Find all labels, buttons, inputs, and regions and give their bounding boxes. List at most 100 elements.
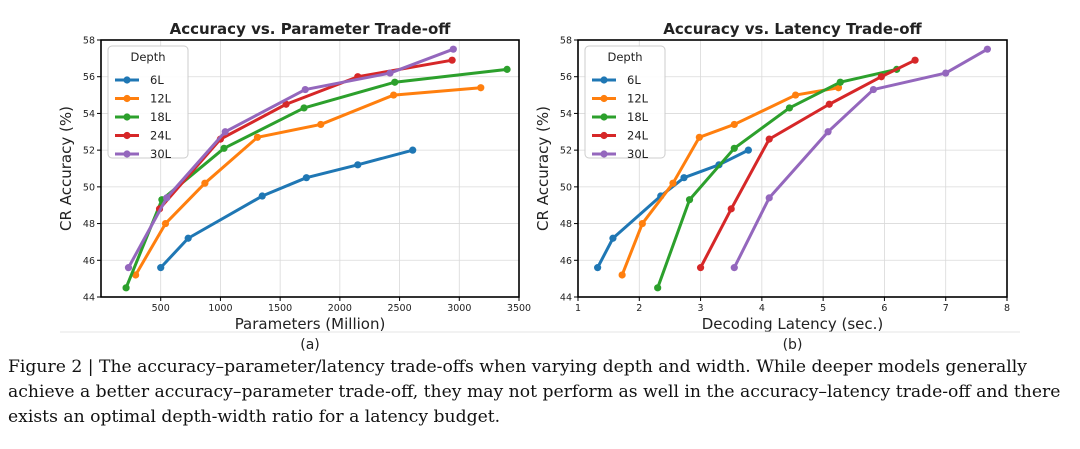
data-point-12L [618, 271, 626, 279]
data-point-24L [727, 205, 735, 213]
data-point-12L [161, 219, 170, 228]
data-point-12L [132, 271, 140, 279]
data-point-18L [220, 144, 228, 152]
y-tick-label: 58 [560, 36, 572, 47]
legend-marker-6L [123, 76, 131, 84]
plot-frame [577, 39, 1008, 298]
plot-frame [100, 39, 520, 298]
x-tick-label: 2500 [387, 303, 411, 314]
series-line-30L [126, 47, 455, 270]
x-tick-label: 1500 [268, 303, 292, 314]
series-line-6L [159, 148, 415, 270]
y-tick-label: 54 [83, 109, 95, 120]
series-line-18L [656, 67, 899, 290]
legend-marker-18L [123, 113, 131, 121]
data-point-30L [449, 45, 457, 53]
x-axis-label: Parameters (Million) [235, 315, 386, 333]
data-point-18L [785, 104, 794, 112]
legend-label-18L: 18L [150, 110, 172, 124]
y-tick-label: 44 [560, 293, 572, 304]
data-point-12L [477, 84, 485, 92]
data-point-30L [386, 69, 394, 77]
data-point-30L [163, 194, 171, 202]
x-tick-label: 8 [1004, 303, 1010, 314]
legend-label-24L: 24L [627, 129, 649, 143]
legend-title: Depth [607, 50, 642, 64]
data-point-18L [503, 65, 511, 73]
x-tick-label: 500 [152, 303, 170, 314]
data-point-6L [680, 174, 688, 182]
legend-marker-18L [600, 113, 608, 121]
x-tick-label: 3000 [447, 303, 471, 314]
x-axis-label: Decoding Latency (sec.) [702, 315, 884, 333]
data-point-24L [696, 264, 705, 272]
data-point-12L [638, 219, 646, 228]
y-tick-label: 46 [83, 256, 95, 267]
data-point-12L [695, 133, 703, 141]
figure-caption: Figure 2 | The accuracy–parameter/latenc… [8, 357, 1061, 427]
y-tick-label: 52 [83, 146, 95, 157]
data-point-30L [730, 264, 738, 272]
x-tick-label: 7 [943, 303, 949, 314]
legend-label-12L: 12L [627, 92, 649, 106]
data-point-6L [744, 146, 752, 154]
x-tick-label: 3500 [507, 303, 531, 314]
y-tick-label: 52 [560, 146, 572, 157]
y-tick-label: 46 [560, 256, 572, 267]
legend-marker-6L [600, 76, 608, 84]
panel-label: (a) [300, 337, 320, 353]
legend-label-12L: 12L [150, 92, 172, 106]
series-line-30L [732, 47, 989, 270]
data-point-12L [834, 84, 843, 92]
data-point-6L [258, 192, 266, 200]
data-point-12L [201, 179, 209, 187]
data-point-30L [869, 85, 877, 94]
chart-panel-a: 500 1000 1500 2000 2500 3000 3500 44 46 48 50 52 54 5… [57, 20, 531, 353]
data-point-30L [221, 128, 229, 136]
data-point-12L [730, 120, 738, 129]
data-point-18L [836, 78, 844, 86]
legend-label-18L: 18L [627, 110, 649, 124]
y-axis-label: CR Accuracy (%) [534, 106, 552, 231]
legend: Depth 6L 12L 18L 24L 30L [107, 45, 189, 161]
legend-box [584, 45, 666, 159]
figure: 500 1000 1500 2000 2500 3000 35004446485052545… [57, 20, 1020, 353]
y-axis-label: CR Accuracy (%) [57, 106, 75, 231]
legend-marker-30L [123, 150, 131, 158]
data-point-12L [390, 91, 398, 99]
legend-box [107, 45, 189, 159]
data-point-18L [730, 144, 738, 152]
x-tick-label: 1 [575, 303, 581, 314]
y-tick-label: 58 [83, 36, 95, 47]
chart-title: Accuracy vs. Latency Trade-off [663, 20, 922, 38]
y-tick-label: 56 [560, 72, 572, 83]
data-point-24L [911, 56, 919, 64]
data-point-12L [317, 120, 325, 129]
y-tick-label: 48 [560, 219, 572, 230]
data-point-24L [765, 135, 773, 143]
data-point-6L [609, 234, 617, 242]
legend-marker-30L [600, 150, 608, 158]
data-point-24L [825, 100, 833, 108]
y-tick-label: 44 [83, 293, 95, 304]
data-point-18L [122, 284, 130, 292]
data-point-30L [942, 69, 950, 77]
data-point-6L [354, 161, 362, 169]
legend-label-6L: 6L [627, 73, 641, 87]
legend-marker-12L [123, 94, 131, 103]
data-point-12L [669, 179, 677, 187]
data-point-30L [824, 128, 832, 136]
x-tick-label: 2000 [328, 303, 352, 314]
data-point-18L [654, 284, 662, 292]
legend-marker-12L [600, 94, 608, 103]
y-tick-label: 54 [560, 109, 572, 120]
series-line-24L [699, 58, 917, 270]
panel-label: (b) [783, 337, 803, 353]
legend: Depth 6L 12L 18L 24L 30L [584, 45, 666, 161]
chart-title: Accuracy vs. Parameter Trade-off [170, 20, 452, 38]
x-tick-label: 3 [698, 303, 704, 314]
x-tick-label: 1000 [208, 303, 232, 314]
legend-label-30L: 30L [150, 147, 172, 161]
data-point-6L [594, 264, 602, 272]
